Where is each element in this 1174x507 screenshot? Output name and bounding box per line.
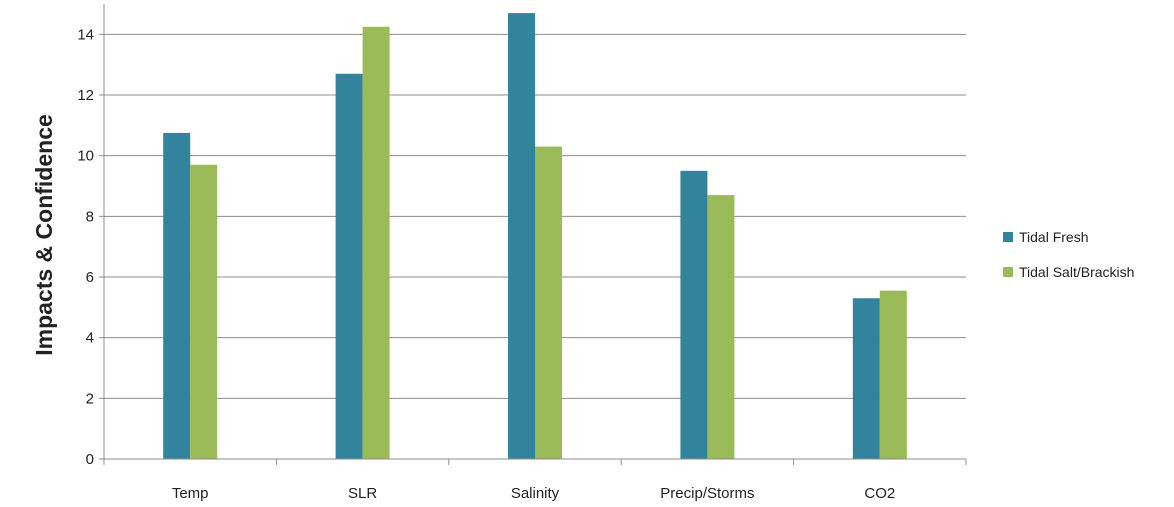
- x-tick-labels: Temp SLR Salinity Precip/Storms CO2: [172, 485, 895, 502]
- legend-label: Tidal Fresh: [1019, 229, 1089, 245]
- y-tick-labels: 0 2 4 6 8 10 12 14: [77, 26, 94, 468]
- bar-tidal-fresh-slr: [335, 73, 363, 460]
- bar-tidal-salt-brackish-slr: [362, 26, 390, 459]
- legend-swatch: [1003, 232, 1013, 242]
- y-tick-label: 14: [77, 26, 94, 43]
- bars: [163, 13, 907, 460]
- x-tick-label: CO2: [864, 485, 895, 502]
- y-axis-title: Impacts & Confidence: [31, 114, 57, 356]
- bar-tidal-salt-brackish-temp: [190, 164, 218, 459]
- y-tick-label: 0: [86, 451, 94, 468]
- y-tick-label: 4: [86, 330, 94, 347]
- legend-swatch: [1003, 267, 1013, 277]
- legend: Tidal Fresh Tidal Salt/Brackish: [1003, 229, 1134, 280]
- y-tick-label: 2: [86, 390, 94, 407]
- axes: [103, 4, 967, 465]
- bar-tidal-salt-brackish-co2: [879, 290, 907, 459]
- y-tick-label: 8: [86, 208, 94, 225]
- x-tick-label: SLR: [348, 485, 377, 502]
- y-tick-label: 12: [77, 87, 94, 104]
- bar-tidal-fresh-salinity: [508, 13, 535, 459]
- x-tick-label: Salinity: [511, 485, 560, 502]
- bar-tidal-fresh-co2: [852, 298, 880, 459]
- y-tick-label: 10: [77, 148, 94, 165]
- bar-tidal-salt-brackish-salinity: [535, 146, 562, 460]
- bar-tidal-fresh-precip-storms: [680, 170, 708, 460]
- x-tick-label: Temp: [172, 485, 209, 502]
- bar-tidal-fresh-temp: [163, 132, 191, 459]
- y-tick-label: 6: [86, 269, 94, 286]
- legend-label: Tidal Salt/Brackish: [1019, 264, 1134, 280]
- x-tick-label: Precip/Storms: [660, 485, 754, 502]
- bar-tidal-salt-brackish-precip-storms: [707, 195, 735, 459]
